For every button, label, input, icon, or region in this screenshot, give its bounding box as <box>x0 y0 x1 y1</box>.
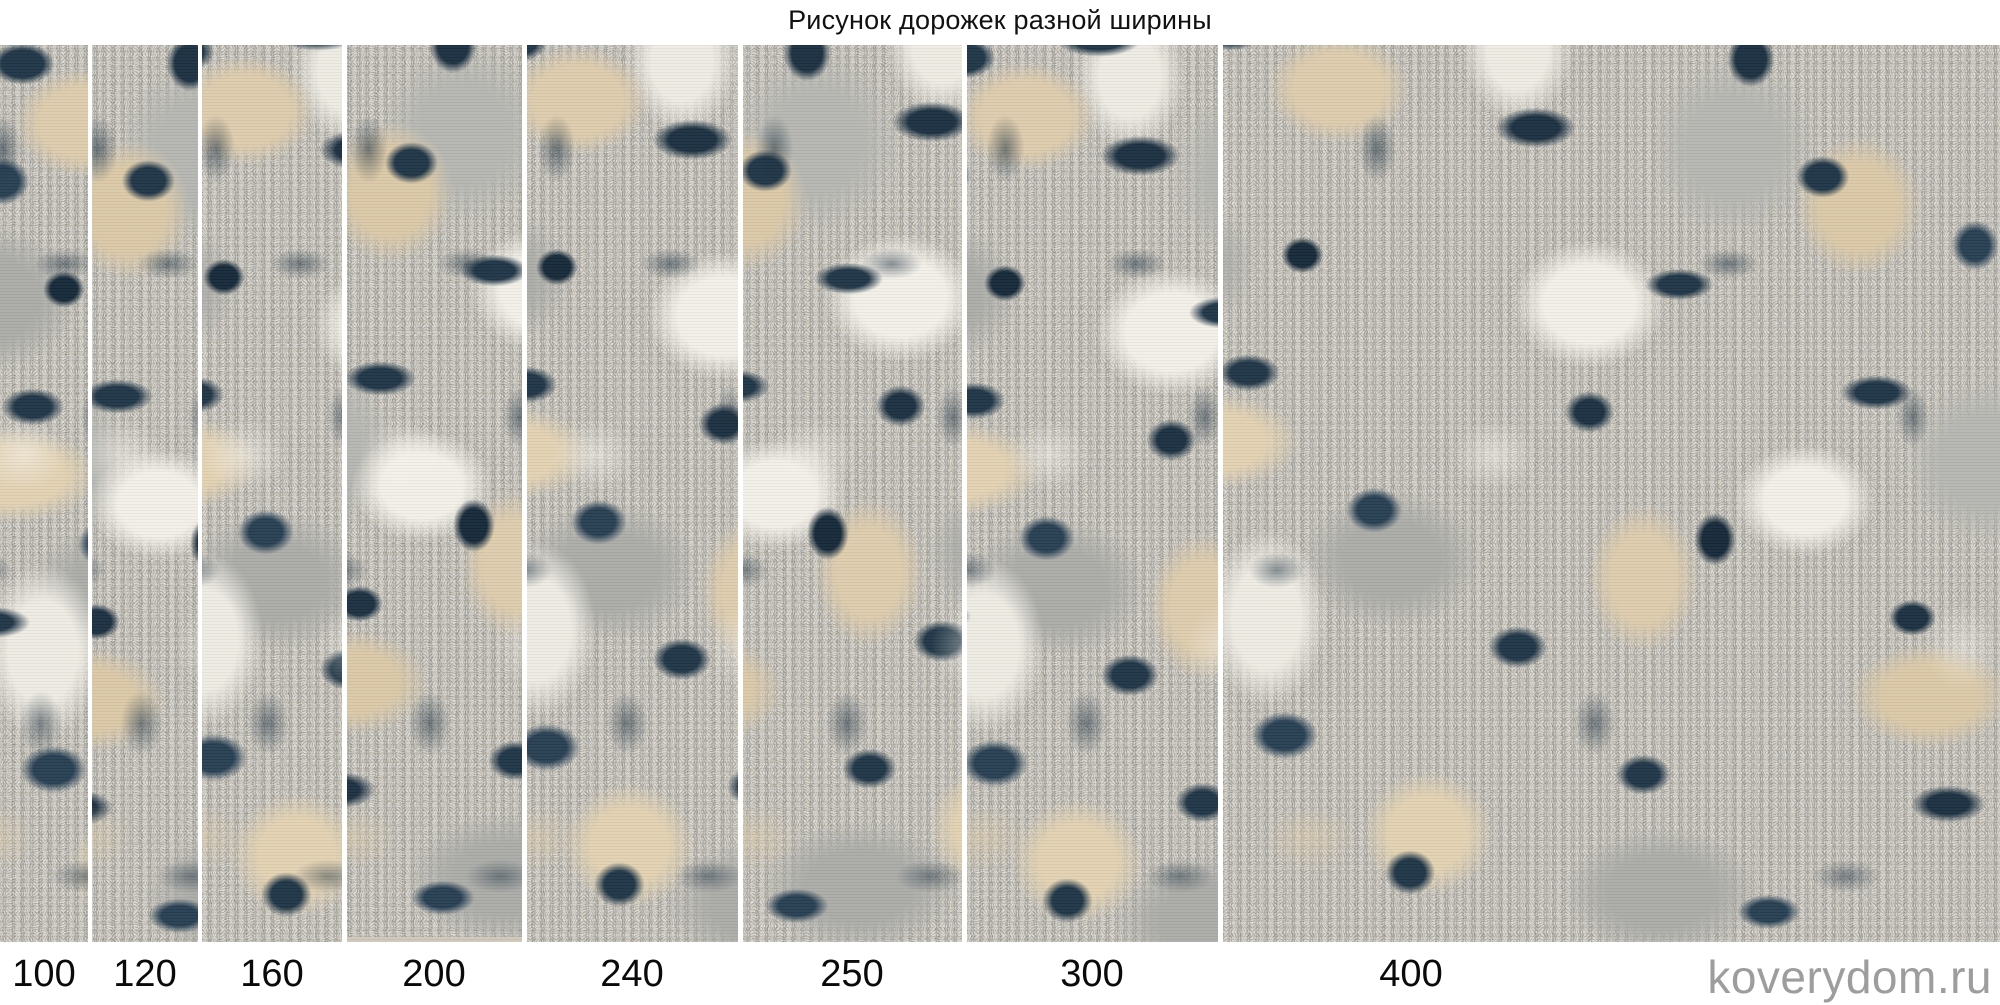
rug-strip-120[interactable] <box>92 45 198 942</box>
size-label-200: 200 <box>402 953 466 995</box>
size-label-100: 100 <box>12 953 76 995</box>
size-label-240: 240 <box>600 953 664 995</box>
size-label-400: 400 <box>1379 953 1443 995</box>
rug-pattern-texture <box>1223 45 2000 942</box>
rug-strip-gallery <box>0 45 2000 942</box>
rug-strip-400[interactable] <box>1223 45 2000 942</box>
rug-strip-240[interactable] <box>527 45 738 942</box>
rug-strip-300[interactable] <box>967 45 1218 942</box>
rug-strip-200[interactable] <box>347 45 522 942</box>
rug-pattern-texture <box>743 45 962 942</box>
size-label-160: 160 <box>240 953 304 995</box>
rug-strip-250[interactable] <box>743 45 962 942</box>
site-watermark: koverydom.ru <box>1707 951 1992 1003</box>
size-label-row: 100 120 160 200 240 250 300 400 <box>0 942 2000 1005</box>
rug-pattern-texture <box>347 45 522 937</box>
rug-strip-160[interactable] <box>202 45 342 942</box>
rug-pattern-texture <box>527 45 738 942</box>
size-label-300: 300 <box>1060 953 1124 995</box>
rug-pattern-texture <box>0 45 88 942</box>
rug-pattern-texture <box>202 45 342 942</box>
size-label-120: 120 <box>113 953 177 995</box>
rug-pattern-texture <box>92 45 198 942</box>
size-label-250: 250 <box>820 953 884 995</box>
rug-pattern-texture <box>967 45 1218 942</box>
page-title: Рисунок дорожек разной ширины <box>788 5 1212 35</box>
rug-strip-100[interactable] <box>0 45 88 942</box>
